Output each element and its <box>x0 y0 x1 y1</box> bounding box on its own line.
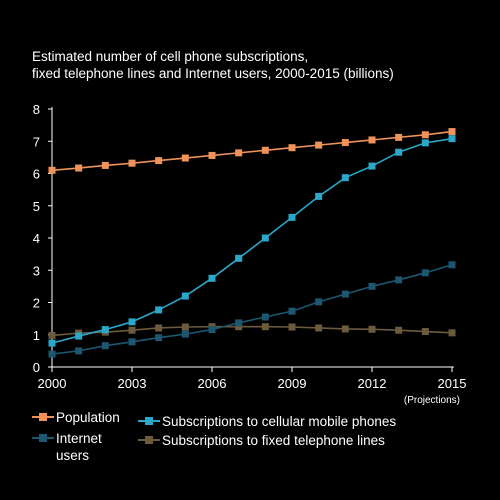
data-point-subscriptions-to-cellular-mobile-phones <box>48 339 56 347</box>
data-point-subscriptions-to-fixed-telephone-lines <box>48 331 56 339</box>
data-point-subscriptions-to-cellular-mobile-phones <box>448 135 456 143</box>
data-point-subscriptions-to-cellular-mobile-phones <box>155 306 163 314</box>
data-point-internet-users <box>75 347 83 355</box>
series-line-subscriptions-to-cellular-mobile-phones <box>51 137 453 344</box>
legend-label-population: Population <box>56 410 120 425</box>
data-point-subscriptions-to-cellular-mobile-phones <box>421 139 429 147</box>
series-line-subscriptions-to-fixed-telephone-lines <box>51 325 453 337</box>
y-tick-label: 2 <box>33 296 40 311</box>
x-tick-label: 2015 <box>438 376 467 391</box>
data-point-subscriptions-to-cellular-mobile-phones <box>208 274 216 282</box>
data-point-subscriptions-to-cellular-mobile-phones <box>128 318 136 326</box>
x-tick-label: 2000 <box>38 376 67 391</box>
data-point-internet-users <box>448 261 456 269</box>
data-point-subscriptions-to-fixed-telephone-lines <box>181 323 189 331</box>
x-tick-label: 2003 <box>118 376 147 391</box>
data-point-internet-users <box>395 276 403 284</box>
data-point-subscriptions-to-cellular-mobile-phones <box>341 174 349 182</box>
x-tick-label: 2006 <box>198 376 227 391</box>
legend-label-fixed-lines: Subscriptions to fixed telephone lines <box>162 433 385 448</box>
legend-label-cellular: Subscriptions to cellular mobile phones <box>162 414 397 429</box>
data-point-population <box>315 141 323 149</box>
y-tick-label: 3 <box>33 263 40 278</box>
data-point-subscriptions-to-fixed-telephone-lines <box>235 323 243 331</box>
data-point-internet-users <box>155 334 163 342</box>
data-point-population <box>261 146 269 154</box>
data-point-population <box>395 133 403 141</box>
data-point-internet-users <box>48 350 56 358</box>
data-point-population <box>128 159 136 167</box>
data-point-population <box>341 139 349 147</box>
data-point-subscriptions-to-fixed-telephone-lines <box>261 323 269 331</box>
data-point-internet-users <box>261 313 269 321</box>
data-point-internet-users <box>421 269 429 277</box>
y-tick-label: 1 <box>33 328 40 343</box>
data-point-subscriptions-to-fixed-telephone-lines <box>421 328 429 336</box>
data-point-subscriptions-to-cellular-mobile-phones <box>368 162 376 170</box>
data-point-population <box>235 149 243 157</box>
data-point-population <box>181 154 189 162</box>
chart-title-line-1: Estimated number of cell phone subscript… <box>32 49 309 64</box>
data-point-subscriptions-to-cellular-mobile-phones <box>395 148 403 156</box>
y-tick-label: 8 <box>33 102 40 117</box>
data-point-subscriptions-to-fixed-telephone-lines <box>128 326 136 334</box>
data-point-internet-users <box>128 338 136 346</box>
data-point-subscriptions-to-cellular-mobile-phones <box>181 292 189 300</box>
data-point-subscriptions-to-fixed-telephone-lines <box>448 329 456 337</box>
y-tick-label: 4 <box>33 231 40 246</box>
legend-swatch-fixed-lines <box>138 436 160 444</box>
data-point-internet-users <box>208 326 216 334</box>
data-point-subscriptions-to-fixed-telephone-lines <box>368 325 376 333</box>
data-point-internet-users <box>341 290 349 298</box>
data-point-subscriptions-to-cellular-mobile-phones <box>261 234 269 242</box>
y-tick-label: 0 <box>33 360 40 375</box>
data-point-subscriptions-to-fixed-telephone-lines <box>395 326 403 334</box>
series-line-population <box>51 130 453 172</box>
data-point-subscriptions-to-fixed-telephone-lines <box>315 324 323 332</box>
data-point-internet-users <box>101 342 109 350</box>
data-point-subscriptions-to-cellular-mobile-phones <box>101 326 109 334</box>
legend-label-internet-users-line-2: users <box>56 448 90 463</box>
data-point-population <box>155 157 163 165</box>
legend-swatch-cellular <box>138 417 160 425</box>
legend-label-internet-users-line-1: Internet <box>56 431 102 446</box>
data-point-population <box>101 161 109 169</box>
chart-title-line-2: fixed telephone lines and Internet users… <box>32 66 394 81</box>
legend-swatch-population <box>32 413 54 421</box>
data-point-subscriptions-to-fixed-telephone-lines <box>288 323 296 331</box>
data-point-subscriptions-to-fixed-telephone-lines <box>155 324 163 332</box>
data-point-subscriptions-to-cellular-mobile-phones <box>288 213 296 221</box>
data-point-population <box>421 131 429 139</box>
data-point-population <box>448 128 456 136</box>
data-point-subscriptions-to-cellular-mobile-phones <box>315 192 323 200</box>
series-line-internet-users <box>51 264 453 355</box>
data-point-population <box>288 144 296 152</box>
data-point-internet-users <box>315 298 323 306</box>
data-point-subscriptions-to-cellular-mobile-phones <box>75 332 83 340</box>
legend-swatch-internet-users <box>32 434 54 442</box>
chart-title: Estimated number of cell phone subscript… <box>32 48 472 82</box>
data-point-population <box>368 136 376 144</box>
x-tick-label: 2012 <box>358 376 387 391</box>
data-point-internet-users <box>235 319 243 327</box>
y-tick-label: 5 <box>33 199 40 214</box>
data-point-population <box>48 166 56 174</box>
x-axis-note: (Projections) <box>404 395 460 406</box>
data-point-subscriptions-to-cellular-mobile-phones <box>235 254 243 262</box>
data-point-subscriptions-to-fixed-telephone-lines <box>341 325 349 333</box>
data-point-internet-users <box>181 330 189 338</box>
x-tick-label: 2009 <box>278 376 307 391</box>
data-point-internet-users <box>368 282 376 290</box>
data-point-population <box>208 151 216 159</box>
data-point-internet-users <box>288 307 296 315</box>
y-tick-label: 6 <box>33 167 40 182</box>
y-tick-label: 7 <box>33 134 40 149</box>
data-point-population <box>75 164 83 172</box>
legend-label-internet-users: Internet users <box>56 430 102 464</box>
